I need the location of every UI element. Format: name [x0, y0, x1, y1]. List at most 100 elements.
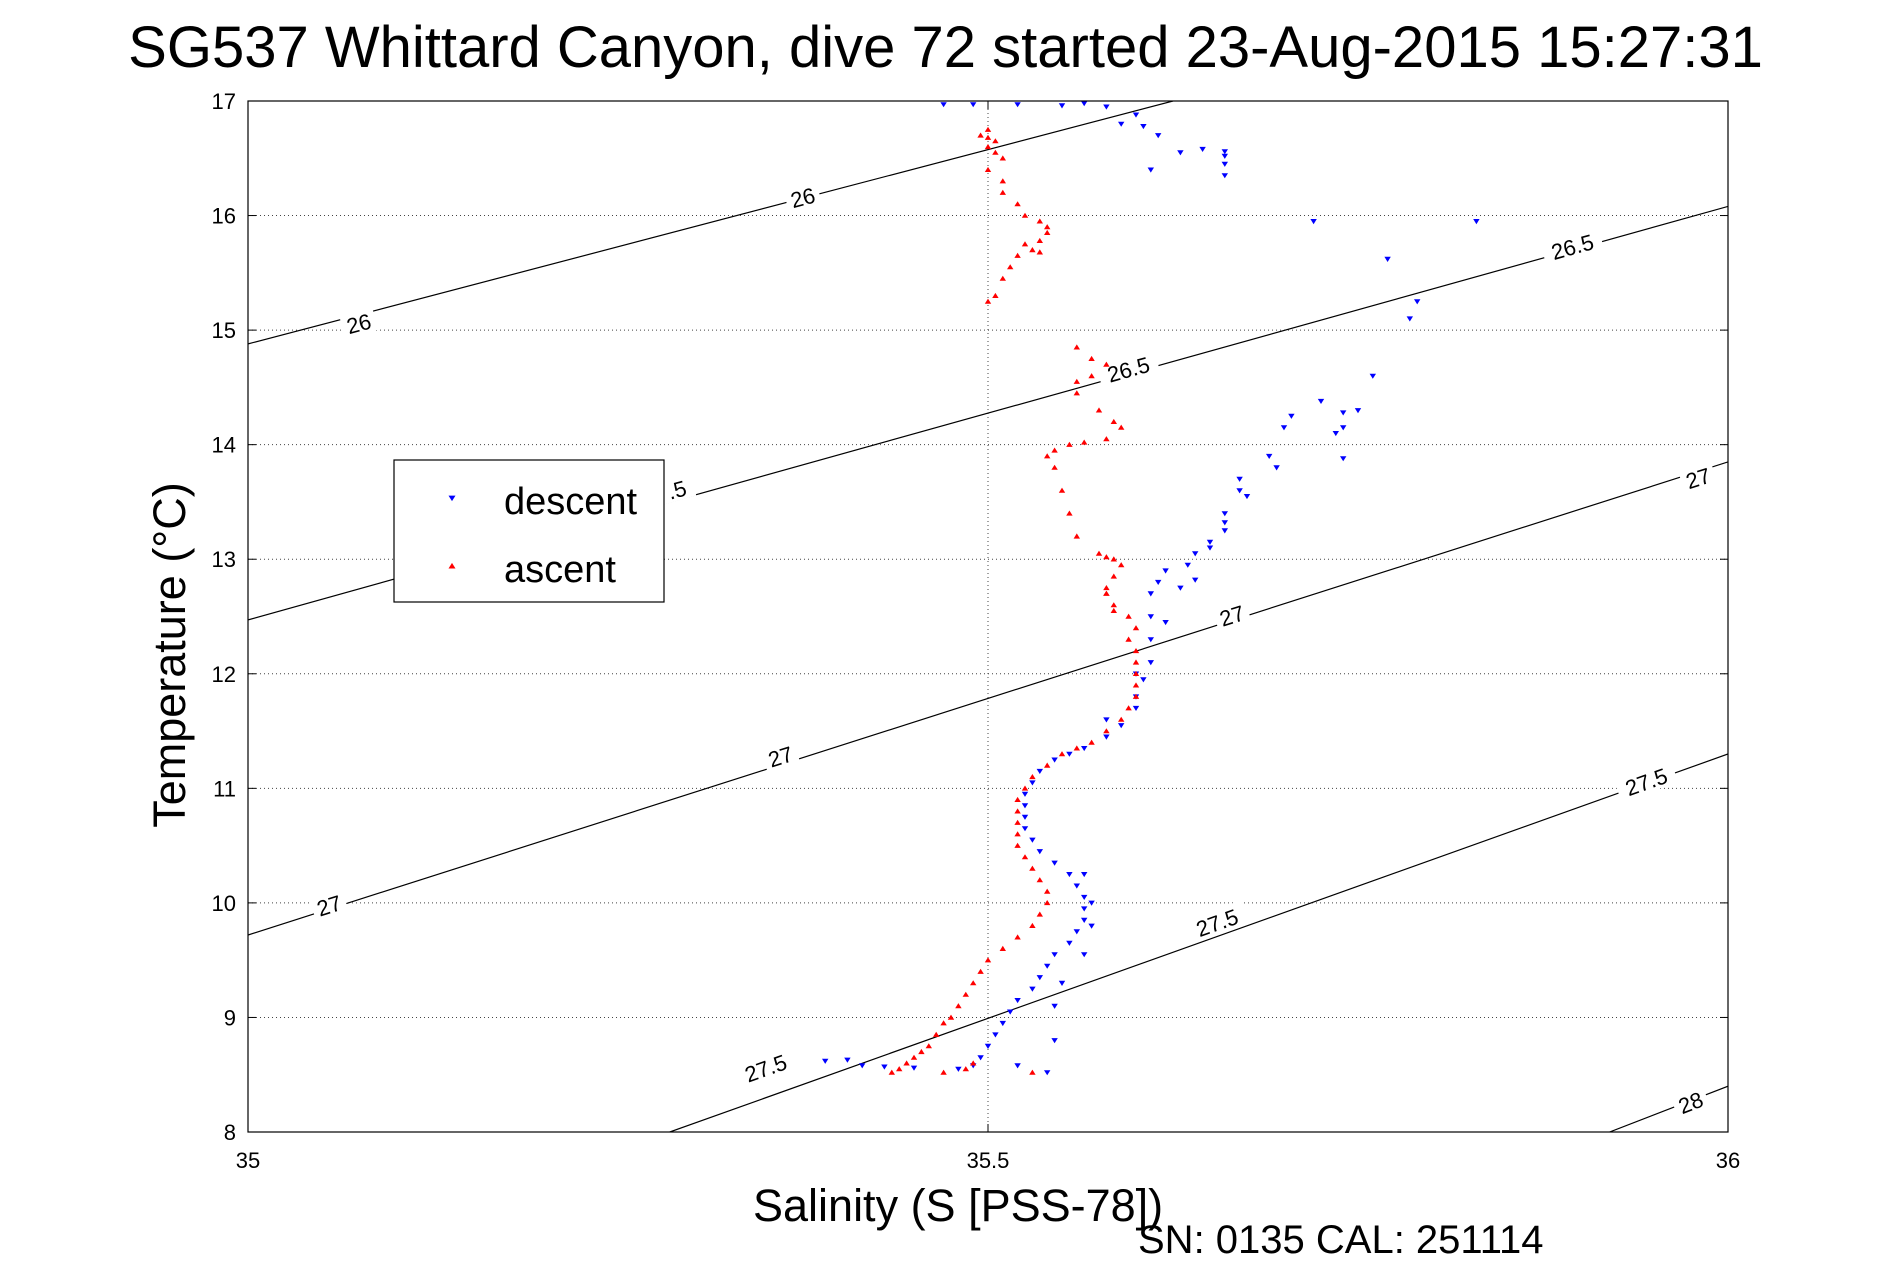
data-point [1132, 705, 1140, 711]
data-point [1007, 264, 1014, 270]
data-point [925, 1043, 932, 1049]
data-point [1073, 929, 1080, 935]
contour-label-bg [783, 180, 822, 213]
data-point [1036, 249, 1043, 255]
data-point [1066, 872, 1073, 878]
data-point [1014, 934, 1021, 940]
data-point [1147, 167, 1154, 173]
data-point [984, 957, 992, 963]
data-point [1132, 682, 1140, 688]
data-point [1340, 410, 1347, 416]
series-descent [822, 101, 1480, 1076]
data-points [822, 101, 1480, 1076]
data-point [1036, 768, 1043, 774]
data-point [1021, 803, 1029, 809]
data-point [1014, 102, 1021, 108]
data-point [1103, 734, 1110, 740]
data-point [903, 1060, 910, 1066]
data-point [1132, 693, 1140, 699]
data-point [1044, 888, 1051, 894]
data-point [1118, 424, 1125, 430]
data-point [984, 166, 992, 172]
data-point [1044, 1070, 1051, 1076]
data-point [992, 292, 999, 298]
legend-marker-ascent [448, 562, 456, 569]
contour-line-26 [248, 101, 1174, 345]
data-point [1081, 894, 1088, 900]
data-point [1236, 476, 1243, 482]
data-point [1014, 252, 1021, 258]
data-point [896, 1066, 903, 1072]
data-point [933, 1031, 940, 1037]
contour-label-group: 26 [339, 306, 378, 339]
legend-marker-descent [448, 495, 456, 502]
y-tick-label: 13 [212, 547, 236, 572]
data-point [1007, 1009, 1014, 1015]
data-point [999, 178, 1006, 184]
contour-label-group: 27.5 [1613, 759, 1679, 803]
data-point [1021, 814, 1029, 820]
data-point [1132, 625, 1140, 631]
data-point [1140, 677, 1147, 683]
data-point [1088, 373, 1095, 379]
legend-box [393, 459, 665, 603]
data-point [1036, 849, 1043, 855]
data-point [984, 143, 992, 150]
serial-calibration-note: SN: 0135 CAL: 251114 [1138, 1218, 1544, 1262]
data-point [1406, 316, 1413, 322]
data-point [1044, 229, 1051, 235]
data-point [1110, 556, 1117, 562]
contour-label-bg [339, 306, 378, 339]
y-tick-label: 15 [212, 318, 236, 343]
data-point [1118, 716, 1125, 722]
data-point [918, 1048, 925, 1055]
data-point [1021, 241, 1029, 247]
y-tick-label: 9 [224, 1005, 236, 1030]
data-point [1192, 551, 1199, 557]
data-point [1044, 224, 1051, 230]
data-point [1354, 408, 1362, 414]
data-point [1051, 1038, 1058, 1044]
contour-label-group: 27 [1211, 597, 1252, 632]
data-point [977, 1055, 984, 1061]
data-point [1036, 975, 1043, 981]
data-point [940, 102, 947, 108]
data-point [1110, 602, 1117, 608]
contour-label-bg [760, 738, 801, 773]
data-point [881, 1064, 888, 1070]
data-point [1140, 124, 1147, 130]
data-point [1147, 637, 1154, 643]
data-point [1221, 520, 1228, 526]
data-point [1162, 620, 1169, 626]
data-point [1221, 149, 1228, 155]
contour-label-group: 27.5 [733, 1045, 798, 1089]
data-point [1125, 705, 1132, 711]
contour-label-group: 27.5 [1184, 900, 1250, 944]
contour-line-28 [1609, 1085, 1728, 1132]
data-point [1081, 906, 1088, 912]
data-point [1044, 900, 1051, 906]
data-point [1221, 511, 1228, 517]
contour-label-bg [657, 472, 697, 505]
y-tick-label: 16 [212, 204, 236, 229]
grid [247, 100, 1729, 1133]
data-point [1051, 860, 1058, 866]
contour-label-bg [1211, 597, 1252, 632]
data-point [1081, 872, 1088, 878]
data-point [1051, 1003, 1058, 1009]
x-tick-label: 35 [236, 1148, 260, 1173]
data-point [999, 1020, 1006, 1027]
data-point [1058, 751, 1066, 757]
data-point [1369, 373, 1376, 379]
data-point [1095, 407, 1103, 413]
data-point [1414, 299, 1421, 305]
data-point [1132, 648, 1140, 654]
data-point [1103, 717, 1110, 723]
data-point [1125, 613, 1132, 619]
data-point [1014, 808, 1021, 814]
data-point [1103, 361, 1110, 367]
data-point [1118, 723, 1125, 729]
data-point [992, 1032, 999, 1038]
contour-line-27 [248, 461, 1728, 936]
